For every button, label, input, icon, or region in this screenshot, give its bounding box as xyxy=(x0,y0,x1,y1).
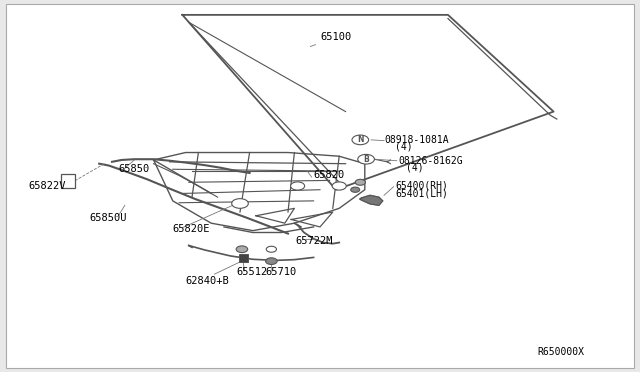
Text: 65820: 65820 xyxy=(314,170,345,180)
Text: 65850: 65850 xyxy=(118,164,150,174)
Text: (4): (4) xyxy=(395,142,413,152)
Circle shape xyxy=(266,258,277,264)
FancyBboxPatch shape xyxy=(6,4,634,368)
Circle shape xyxy=(232,199,248,208)
Circle shape xyxy=(236,246,248,253)
Text: 65722M: 65722M xyxy=(296,236,333,246)
Polygon shape xyxy=(360,195,383,205)
Circle shape xyxy=(351,187,360,192)
Text: N: N xyxy=(357,135,364,144)
Text: 62840+B: 62840+B xyxy=(186,276,229,286)
Text: 08918-1081A: 08918-1081A xyxy=(384,135,449,145)
Circle shape xyxy=(332,182,346,190)
Text: R650000X: R650000X xyxy=(538,347,584,356)
Text: (4): (4) xyxy=(406,163,424,172)
Circle shape xyxy=(355,179,365,185)
Text: 65512: 65512 xyxy=(237,267,268,277)
Text: B: B xyxy=(364,155,369,164)
Text: 65401(LH): 65401(LH) xyxy=(396,189,449,198)
Bar xyxy=(239,254,248,262)
Text: 65710: 65710 xyxy=(266,267,297,277)
Circle shape xyxy=(358,154,374,164)
Bar xyxy=(61,174,75,188)
Circle shape xyxy=(291,182,305,190)
Text: 65822V: 65822V xyxy=(29,181,67,191)
Circle shape xyxy=(352,135,369,145)
Text: 08126-8162G: 08126-8162G xyxy=(398,156,463,166)
Text: 65400(RH): 65400(RH) xyxy=(396,181,449,191)
Text: 65100: 65100 xyxy=(320,32,351,42)
Circle shape xyxy=(266,246,276,252)
Text: 65850U: 65850U xyxy=(90,213,127,222)
Text: 65820E: 65820E xyxy=(173,224,211,234)
